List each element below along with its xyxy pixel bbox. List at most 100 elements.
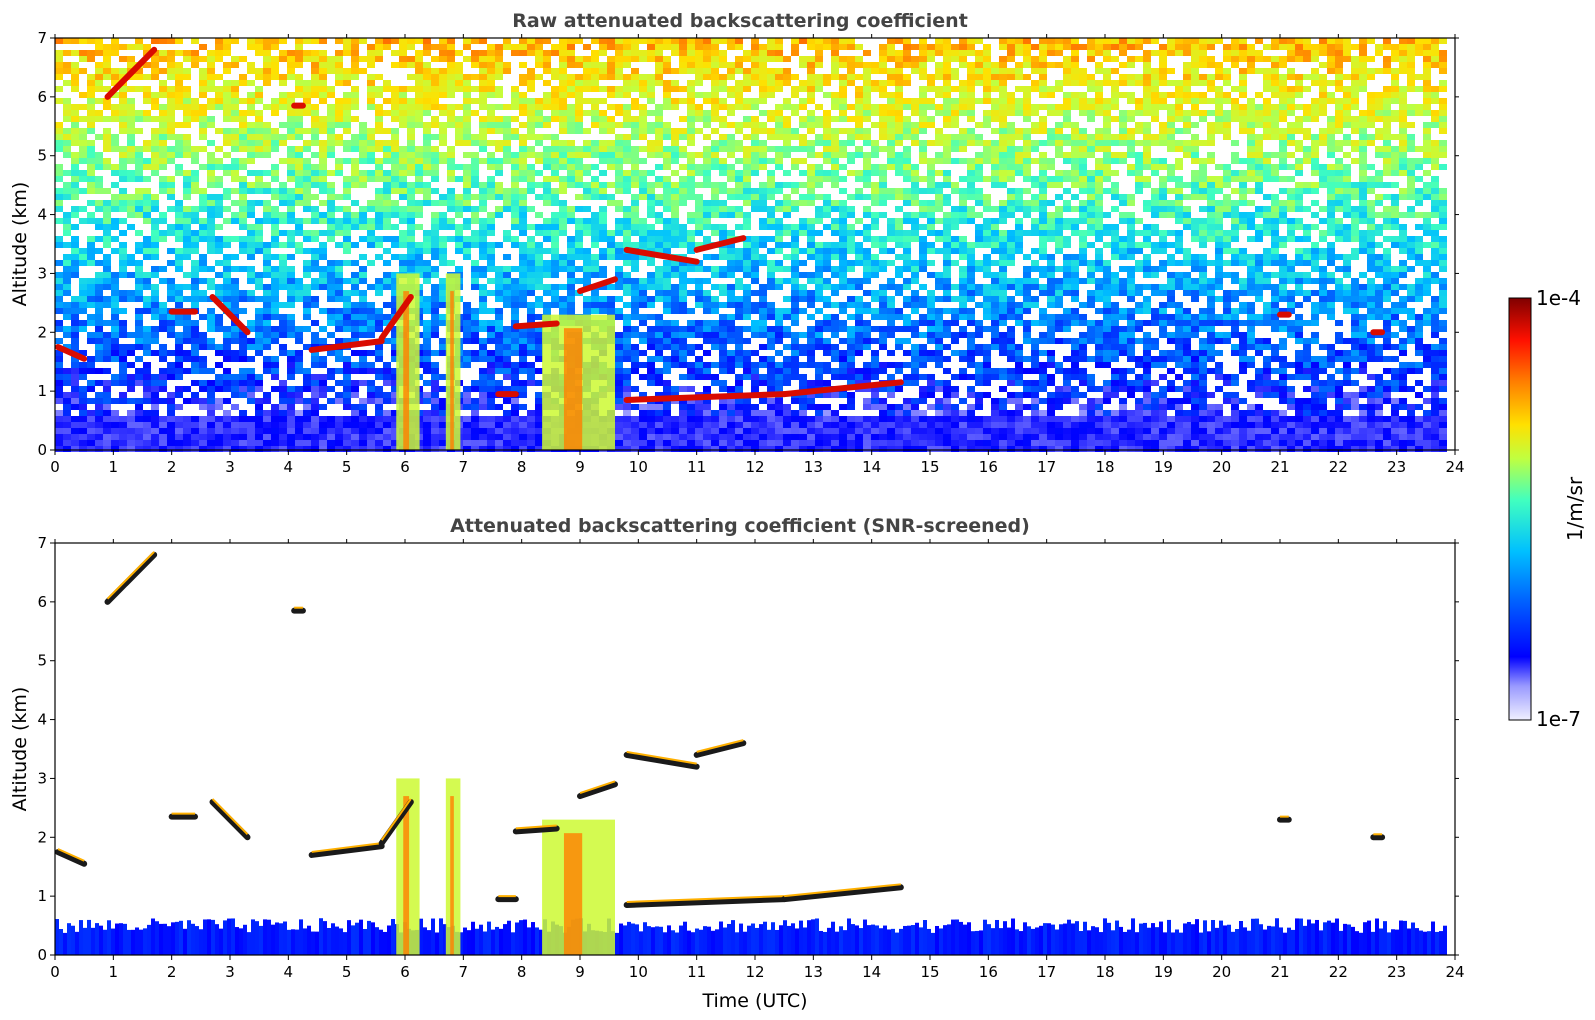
- backscatter-cell: [1439, 254, 1447, 260]
- backscatter-cell: [199, 116, 207, 122]
- backscatter-cell: [879, 146, 887, 152]
- backscatter-cell: [527, 86, 535, 92]
- backscatter-cell: [511, 224, 519, 230]
- backscatter-cell: [1039, 188, 1047, 194]
- backscatter-cell: [719, 170, 727, 176]
- backscatter-cell: [847, 68, 855, 74]
- backscatter-cell: [1263, 272, 1271, 278]
- backscatter-cell: [167, 74, 175, 80]
- backscatter-cell: [215, 164, 223, 170]
- backscatter-cell: [719, 164, 727, 170]
- backscatter-cell: [679, 236, 687, 242]
- backscatter-cell: [191, 62, 199, 68]
- backscatter-cell: [103, 158, 111, 164]
- backscatter-cell: [959, 218, 967, 224]
- backscatter-cell: [1263, 56, 1271, 62]
- backscatter-cell: [359, 128, 367, 134]
- backscatter-cell: [775, 68, 783, 74]
- backscatter-cell: [895, 80, 903, 86]
- backscatter-cell: [1055, 104, 1063, 110]
- backscatter-cell: [1159, 80, 1167, 86]
- backscatter-cell: [943, 134, 951, 140]
- backscatter-cell: [1191, 146, 1199, 152]
- backscatter-cell: [151, 224, 159, 230]
- backscatter-cell: [1335, 254, 1343, 260]
- backscatter-cell: [1359, 194, 1367, 200]
- backscatter-cell: [711, 158, 719, 164]
- backscatter-cell: [175, 92, 183, 98]
- backscatter-cell: [655, 200, 663, 206]
- backscatter-cell: [1399, 242, 1407, 248]
- backscatter-cell: [559, 254, 567, 260]
- backscatter-cell: [703, 158, 711, 164]
- backscatter-cell: [527, 116, 535, 122]
- backscatter-cell: [863, 104, 871, 110]
- backscatter-cell: [1063, 104, 1071, 110]
- backscatter-cell: [87, 128, 95, 134]
- backscatter-cell: [567, 170, 575, 176]
- backscatter-cell: [967, 272, 975, 278]
- backscatter-cell: [719, 266, 727, 272]
- backscatter-cell: [759, 158, 767, 164]
- backscatter-cell: [1391, 236, 1399, 242]
- backscatter-cell: [703, 38, 711, 44]
- backscatter-cell: [1399, 164, 1407, 170]
- backscatter-cell: [1223, 170, 1231, 176]
- backscatter-cell: [791, 182, 799, 188]
- backscatter-cell: [607, 122, 615, 128]
- backscatter-cell: [55, 98, 63, 104]
- backscatter-cell: [1343, 188, 1351, 194]
- backscatter-cell: [839, 80, 847, 86]
- backscatter-cell: [743, 80, 751, 86]
- backscatter-cell: [527, 152, 535, 158]
- backscatter-cell: [103, 272, 111, 278]
- backscatter-cell: [1439, 62, 1447, 68]
- backscatter-cell: [911, 194, 919, 200]
- backscatter-cell: [1111, 80, 1119, 86]
- backscatter-cell: [1007, 74, 1015, 80]
- backscatter-cell: [415, 98, 423, 104]
- backscatter-cell: [375, 164, 383, 170]
- backscatter-cell: [639, 86, 647, 92]
- backscatter-cell: [1207, 212, 1215, 218]
- backscatter-cell: [927, 242, 935, 248]
- backscatter-cell: [1207, 80, 1215, 86]
- backscatter-cell: [311, 80, 319, 86]
- backscatter-cell: [935, 68, 943, 74]
- backscatter-cell: [1247, 146, 1255, 152]
- backscatter-cell: [303, 260, 311, 266]
- backscatter-cell: [599, 254, 607, 260]
- backscatter-cell: [151, 74, 159, 80]
- backscatter-cell: [319, 164, 327, 170]
- backscatter-cell: [335, 68, 343, 74]
- backscatter-cell: [79, 38, 87, 44]
- backscatter-cell: [463, 188, 471, 194]
- backscatter-cell: [1039, 200, 1047, 206]
- backscatter-cell: [479, 230, 487, 236]
- backscatter-cell: [1319, 272, 1327, 278]
- backscatter-cell: [631, 86, 639, 92]
- backscatter-cell: [1103, 260, 1111, 266]
- backscatter-cell: [1431, 50, 1439, 56]
- backscatter-cell: [175, 134, 183, 140]
- backscatter-cell: [1015, 158, 1023, 164]
- backscatter-cell: [455, 80, 463, 86]
- backscatter-cell: [1007, 122, 1015, 128]
- backscatter-cell: [351, 182, 359, 188]
- backscatter-cell: [1439, 260, 1447, 266]
- backscatter-cell: [71, 116, 79, 122]
- backscatter-cell: [1007, 98, 1015, 104]
- backscatter-cell: [1063, 152, 1071, 158]
- backscatter-cell: [791, 110, 799, 116]
- backscatter-cell: [1135, 152, 1143, 158]
- backscatter-cell: [1431, 182, 1439, 188]
- backscatter-cell: [679, 38, 687, 44]
- backscatter-cell: [391, 182, 399, 188]
- backscatter-cell: [711, 182, 719, 188]
- backscatter-cell: [775, 236, 783, 242]
- backscatter-cell: [895, 56, 903, 62]
- backscatter-cell: [455, 122, 463, 128]
- backscatter-cell: [95, 158, 103, 164]
- backscatter-cell: [1031, 176, 1039, 182]
- backscatter-cell: [983, 254, 991, 260]
